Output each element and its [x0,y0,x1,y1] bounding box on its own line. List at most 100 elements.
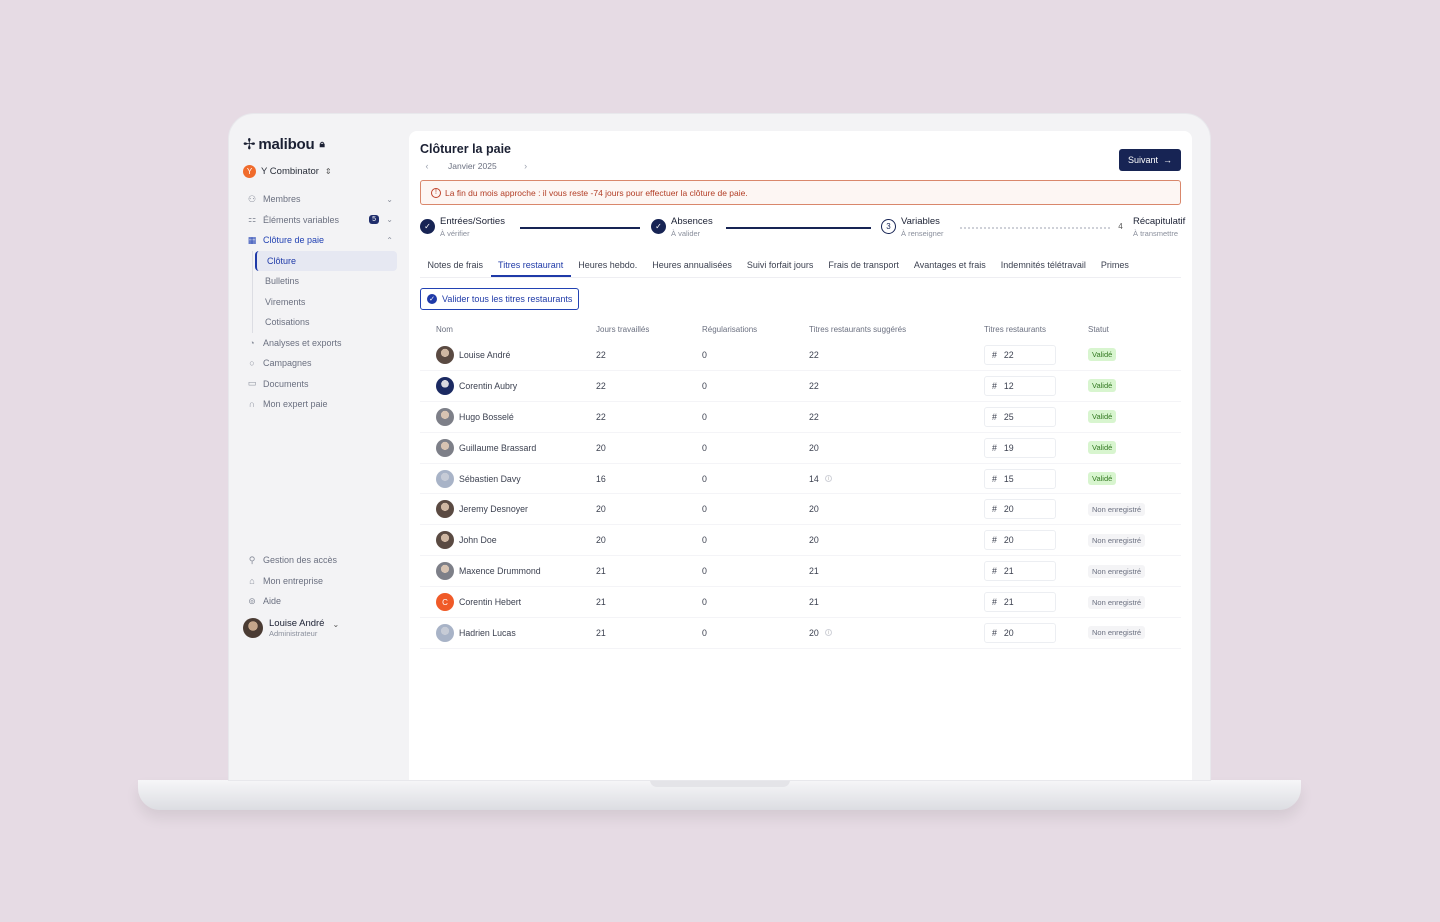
column-header[interactable]: Titres restaurants suggérés [809,324,907,334]
next-button[interactable]: Suivant → [1119,149,1181,171]
employee-name: Louise André [459,349,511,360]
sidebar-item-mon-expert-paie[interactable]: ∩ Mon expert paie [243,394,397,415]
status-badge: Non enregistré [1088,595,1146,609]
sidebar-item-label: Mon expert paie [263,399,328,410]
step-recapitulatif[interactable]: 4 Récapitulatif À transmettre [1113,216,1185,238]
titres-restaurants-input[interactable]: #20 [984,499,1056,520]
step-subtitle: À valider [671,229,701,238]
user-key-icon: ⚲ [248,554,256,565]
hash-icon: # [992,627,997,638]
jours-travailles: 20 [596,442,606,453]
hash-icon: # [992,411,997,422]
titres-restaurants-input[interactable]: #20 [984,530,1056,551]
employee-name: Hadrien Lucas [459,627,516,638]
validate-all-button[interactable]: ✓ Valider tous les titres restaurants [420,288,580,310]
tab-primes[interactable]: Primes [1100,260,1129,270]
column-header[interactable]: Nom [436,324,453,334]
chevron-left-icon[interactable]: ‹ [425,161,429,171]
sidebar-item-documents[interactable]: ▭ Documents [243,374,397,395]
titres-restaurants-input[interactable]: #12 [984,375,1056,396]
column-header[interactable]: Jours travaillés [596,324,650,334]
column-header[interactable]: Titres restaurants [984,324,1046,334]
headset-icon: ∩ [248,399,256,410]
sidebar-item-gestion-acces[interactable]: ⚲ Gestion des accès [243,550,397,571]
info-icon[interactable]: i [824,629,832,637]
employee-name: Corentin Hebert [459,597,522,608]
count-badge: 5 [369,215,379,225]
table-row: Maxence Drummond 21 0 21 #21 Non enregis… [420,556,1181,588]
sidebar-item-label: Documents [263,378,309,389]
tab-heures-annualisees[interactable]: Heures annualisées [652,260,732,270]
table-row: C Corentin Hebert 21 0 21 #21 Non enregis… [420,587,1181,619]
jours-travailles: 22 [596,411,606,422]
avatar [436,469,454,488]
step-absences[interactable]: ✓ Absences À valider [651,216,713,238]
tab-indemnites-teletravail[interactable]: Indemnités télétravail [1000,260,1086,270]
analytics-icon: ◔ [249,337,255,348]
chevron-down-icon: ⌄ [386,194,393,204]
tab-heures-hebdo[interactable]: Heures hebdo. [578,260,638,270]
subnav-item-cloture[interactable]: Clôture [255,250,397,271]
status-badge: Validé [1088,410,1117,424]
column-header[interactable]: Régularisations [702,324,758,334]
user-menu[interactable]: Louise André Administrateur ⌄ [243,617,397,638]
sidebar-item-mon-entreprise[interactable]: ⌂ Mon entreprise [243,571,397,592]
titres-restaurant-table: Nom Jours travaillés Régularisations Tit… [420,318,1181,649]
step-connector [726,227,871,229]
employee-name: Hugo Bosselé [459,411,514,422]
org-avatar: Y [243,164,256,178]
step-variables[interactable]: 3 Variables À renseigner [881,216,944,238]
tab-titres-restaurant[interactable]: Titres restaurant [490,260,571,277]
sidebar-item-elements-variables[interactable]: ⚏ Éléments variables 5 ⌄ [243,210,397,231]
status-badge: Non enregistré [1088,564,1146,578]
subnav-item-virements[interactable]: Virements [265,296,306,307]
logo-text: malibou [258,135,315,153]
step-title: Absences [671,216,713,227]
subnav-item-cotisations[interactable]: Cotisations [265,317,310,328]
regularisations: 0 [702,627,707,638]
avatar [436,407,454,426]
jours-travailles: 22 [596,349,606,360]
sidebar-item-campagnes[interactable]: ○ Campagnes [243,353,397,374]
building-icon: ⌂ [249,575,255,586]
regularisations: 0 [702,411,707,422]
avatar [436,438,454,457]
titres-restaurants-input[interactable]: #19 [984,437,1056,458]
logo[interactable]: ✢ malibou 🔒︎ [243,134,397,154]
org-switcher[interactable]: Y Y Combinator ⇕ [243,163,397,179]
titres-restaurants-value: 20 [1003,504,1014,515]
regularisations: 0 [702,442,707,453]
users-icon: ⚇ [247,193,257,204]
chevron-right-icon[interactable]: › [524,161,528,171]
employee-name: Sébastien Davy [459,473,521,484]
tab-frais-de-transport[interactable]: Frais de transport [828,260,899,270]
titres-restaurants-input[interactable]: #25 [984,406,1056,427]
titres-restaurants-input[interactable]: #20 [984,622,1056,643]
column-header[interactable]: Statut [1088,324,1109,334]
titres-restaurants-input[interactable]: #22 [984,344,1056,365]
status-badge: Non enregistré [1088,502,1146,516]
employee-name: Guillaume Brassard [459,442,537,453]
tab-suivi-forfait-jours[interactable]: Suivi forfait jours [746,260,814,270]
sidebar-item-cloture-de-paie[interactable]: ▦ Clôture de paie ⌃ [243,230,397,251]
titres-restaurants-value: 25 [1003,411,1014,422]
step-title: Entrées/Sorties [440,216,505,227]
employee-name: Corentin Aubry [459,380,518,391]
titres-restaurants-input[interactable]: #21 [984,561,1056,582]
sidebar-item-membres[interactable]: ⚇ Membres ⌄ [243,189,397,210]
sidebar-bottom: ⚲ Gestion des accès ⌂ Mon entreprise ⊚ A… [243,550,397,638]
tab-avantages-et-frais[interactable]: Avantages et frais [913,260,986,270]
sidebar-item-aide[interactable]: ⊚ Aide [243,591,397,612]
status-badge: Non enregistré [1088,533,1146,547]
chevron-down-icon: ⌄ [386,215,393,225]
sidebar-item-analyses[interactable]: ◔ Analyses et exports [243,333,397,354]
titres-suggeres: 20 [809,504,819,515]
titres-restaurants-input[interactable]: #21 [984,592,1056,613]
subnav-item-bulletins[interactable]: Bulletins [265,276,300,287]
tab-notes-de-frais[interactable]: Notes de frais [427,260,484,270]
info-icon[interactable]: i [824,475,832,482]
avatar [243,617,263,638]
step-entrees-sorties[interactable]: ✓ Entrées/Sorties À vérifier [420,216,505,238]
titres-restaurants-input[interactable]: #15 [984,468,1056,489]
validate-all-label: Valider tous les titres restaurants [442,294,573,304]
